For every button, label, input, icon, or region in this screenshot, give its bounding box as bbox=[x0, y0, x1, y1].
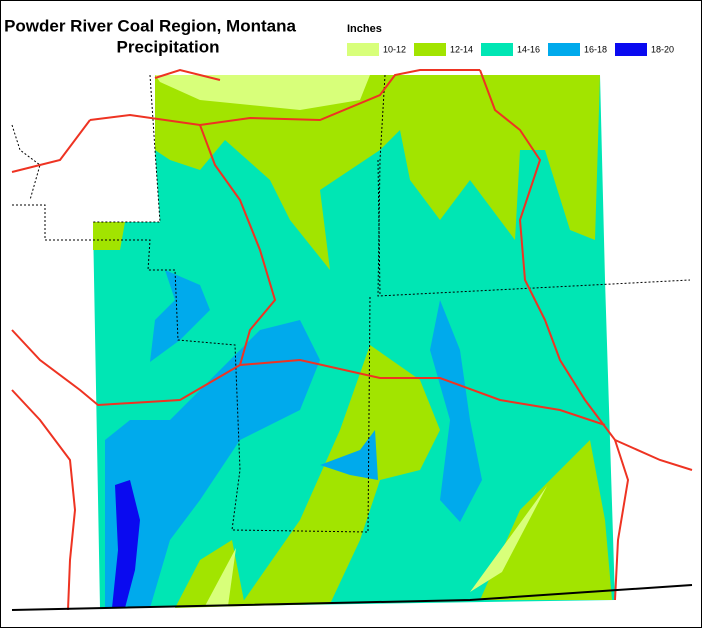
legend-label: 16-18 bbox=[584, 44, 607, 54]
zone bbox=[93, 75, 615, 608]
zone bbox=[155, 75, 370, 110]
zone bbox=[320, 430, 378, 480]
legend-title: Inches bbox=[347, 23, 382, 35]
zone bbox=[112, 480, 140, 608]
legend-label: 18-20 bbox=[651, 44, 674, 54]
legend-label: 14-16 bbox=[517, 44, 540, 54]
map-subtitle: Precipitation bbox=[117, 37, 220, 56]
zone bbox=[205, 548, 236, 606]
zone bbox=[240, 345, 440, 606]
roads bbox=[11, 68, 693, 611]
zone bbox=[470, 486, 547, 592]
legend-swatch bbox=[414, 43, 446, 56]
county-lines bbox=[11, 74, 691, 533]
zone bbox=[105, 320, 320, 608]
zone bbox=[150, 270, 210, 362]
map-title: Powder River Coal Region, Montana bbox=[4, 16, 296, 35]
zone bbox=[430, 300, 482, 522]
zone bbox=[93, 222, 125, 250]
zone bbox=[480, 440, 612, 600]
zone bbox=[155, 75, 600, 270]
legend-label: 10-12 bbox=[383, 44, 406, 54]
precipitation-zones bbox=[93, 75, 615, 608]
legend-swatch bbox=[481, 43, 513, 56]
legend-swatch bbox=[615, 43, 647, 56]
legend-swatch bbox=[548, 43, 580, 56]
legend-label: 12-14 bbox=[450, 44, 473, 54]
state-border bbox=[11, 584, 693, 611]
legend: 10-12 12-14 14-16 16-18 18-20 bbox=[347, 43, 674, 56]
legend-swatch bbox=[347, 43, 379, 56]
